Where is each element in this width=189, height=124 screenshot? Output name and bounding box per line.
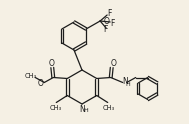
Text: F: F — [107, 10, 111, 18]
Text: CH₃: CH₃ — [103, 105, 115, 110]
Text: F: F — [103, 26, 107, 34]
Text: O: O — [48, 59, 54, 67]
Text: H: H — [84, 108, 88, 113]
Text: CH₃: CH₃ — [24, 73, 36, 78]
Text: H: H — [126, 82, 131, 87]
Text: O: O — [104, 17, 110, 26]
Text: O: O — [111, 59, 117, 68]
Text: N: N — [79, 105, 85, 114]
Text: CH₃: CH₃ — [49, 105, 61, 110]
Text: O: O — [38, 79, 44, 89]
Text: F: F — [110, 18, 114, 28]
Text: N: N — [122, 78, 128, 87]
